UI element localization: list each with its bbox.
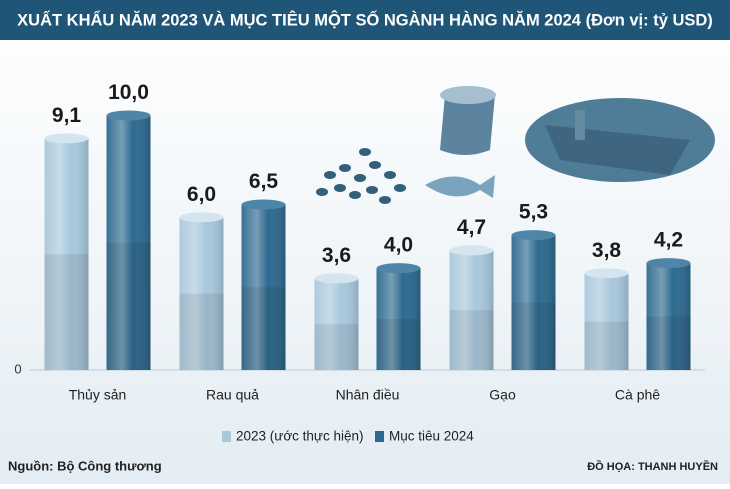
bar-top (241, 199, 286, 210)
bar-top (646, 258, 691, 269)
source: Nguồn: Bộ Công thương (8, 458, 162, 473)
bar-lower (44, 254, 89, 370)
bar-shade (646, 263, 691, 370)
chart-title: XUẤT KHẨU NĂM 2023 VÀ MỤC TIÊU MỘT SỐ NG… (17, 9, 713, 29)
value-label: 6,5 (249, 170, 279, 193)
bar-shade (376, 268, 421, 370)
illustration (316, 86, 715, 204)
legend-swatch (375, 431, 384, 442)
credit: ĐỒ HỌA: THANH HUYỀN (587, 460, 718, 473)
bar-shade (584, 273, 629, 370)
bar-shade (106, 115, 151, 370)
bar-top (179, 212, 224, 223)
bar-top (511, 230, 556, 241)
bar-top (314, 273, 359, 284)
x-tick-label: Nhân điều (336, 387, 400, 403)
value-label: 6,0 (187, 183, 216, 206)
legend-swatch (222, 431, 231, 442)
bar-lower (314, 324, 359, 370)
bar-lower (511, 302, 556, 370)
bar-lower (376, 319, 421, 370)
value-label: 5,3 (519, 201, 548, 224)
legend-label: Mục tiêu 2024 (389, 429, 474, 444)
legend-label: 2023 (ước thực hiện) (236, 429, 364, 444)
value-label: 10,0 (108, 81, 149, 104)
bar-lower (646, 316, 691, 370)
value-label: 4,0 (384, 234, 413, 257)
value-label: 4,2 (654, 229, 683, 252)
value-label: 9,1 (52, 104, 82, 127)
bar-shade (511, 235, 556, 370)
bar-lower (241, 287, 286, 370)
bar-lower (449, 310, 494, 370)
bar-shade (314, 278, 359, 370)
bar-top (449, 245, 494, 256)
bar-shade (449, 250, 494, 370)
value-label: 4,7 (457, 216, 486, 239)
x-tick-label: Thủy sản (69, 387, 127, 403)
x-tick-label: Gạo (489, 387, 516, 403)
bar-shade (44, 138, 89, 370)
value-label: 3,6 (322, 244, 351, 267)
bar-top (106, 110, 151, 121)
bar-lower (179, 293, 224, 370)
bar-lower (584, 321, 629, 370)
bar-shade (179, 217, 224, 370)
y-tick-label: 0 (14, 361, 21, 376)
bar-top (376, 263, 421, 274)
bar-shade (241, 204, 286, 370)
bar-lower (106, 242, 151, 370)
value-label: 3,8 (592, 239, 622, 262)
x-tick-label: Cà phê (615, 387, 660, 403)
bar-top (44, 133, 89, 144)
title-banner (0, 0, 730, 40)
x-tick-label: Rau quả (206, 387, 259, 403)
bar-top (584, 268, 629, 279)
